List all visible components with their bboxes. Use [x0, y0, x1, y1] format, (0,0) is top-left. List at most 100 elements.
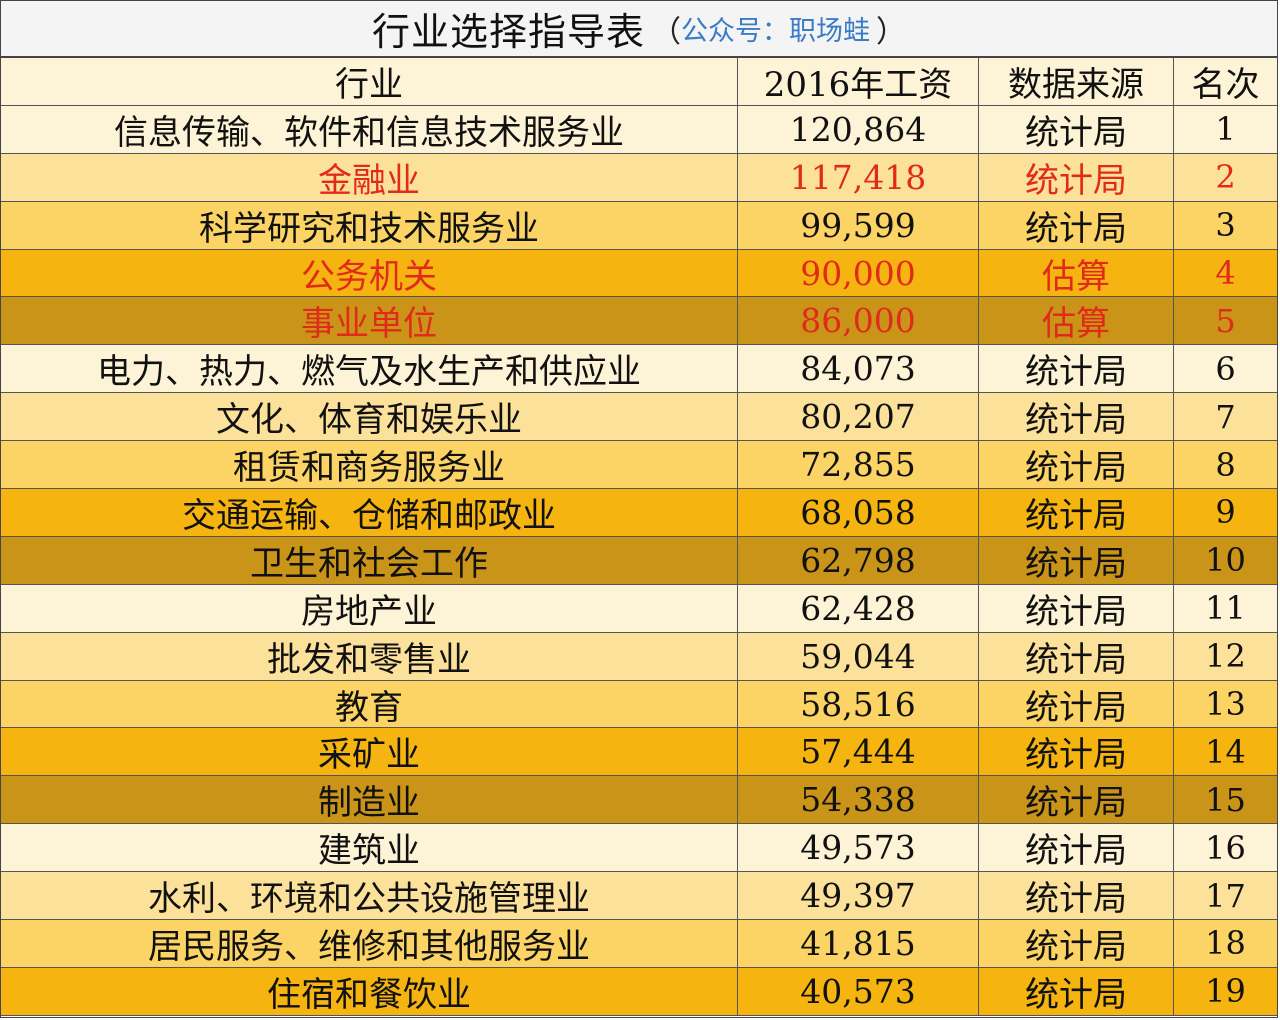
table-row: 房地产业 62,428 统计局 11 [1, 584, 1277, 633]
cell-source: 统计局 [979, 967, 1174, 1016]
cell-rank: 14 [1174, 728, 1277, 777]
cell-wage: 58,516 [738, 680, 979, 729]
table-row: 租赁和商务服务业 72,855 统计局 8 [1, 441, 1277, 490]
cell-rank: 16 [1174, 824, 1277, 873]
cell-wage: 117,418 [738, 153, 979, 202]
cell-industry: 住宿和餐饮业 [1, 967, 738, 1016]
cell-wage: 54,338 [738, 776, 979, 825]
cell-rank: 19 [1174, 968, 1277, 1016]
table-row: 批发和零售业 59,044 统计局 12 [1, 632, 1277, 681]
cell-rank: 10 [1174, 537, 1277, 585]
cell-wage: 49,397 [738, 872, 979, 921]
cell-source: 统计局 [979, 536, 1174, 585]
cell-wage: 57,444 [738, 728, 979, 777]
cell-rank: 8 [1174, 441, 1277, 490]
table-row: 制造业 54,338 统计局 15 [1, 776, 1277, 825]
cell-industry: 居民服务、维修和其他服务业 [1, 920, 738, 968]
table-row: 住宿和餐饮业 40,573 统计局 19 [1, 967, 1277, 1016]
header-wage: 2016年工资 [738, 58, 979, 106]
title-paren-open: （ [651, 14, 681, 50]
cell-rank: 15 [1174, 776, 1277, 825]
cell-source: 统计局 [979, 393, 1174, 442]
cell-wage: 62,428 [738, 584, 979, 633]
table-row: 建筑业 49,573 统计局 16 [1, 824, 1277, 873]
cell-source: 统计局 [979, 489, 1174, 537]
table-row: 信息传输、软件和信息技术服务业 120,864 统计局 1 [1, 105, 1277, 154]
cell-source: 统计局 [979, 632, 1174, 681]
cell-source: 统计局 [979, 776, 1174, 825]
cell-industry: 事业单位 [1, 297, 738, 346]
cell-rank: 11 [1174, 585, 1277, 633]
cell-industry: 公务机关 [1, 249, 738, 298]
cell-source: 估算 [979, 249, 1174, 298]
table-row: 公务机关 90,000 估算 4 [1, 249, 1277, 298]
cell-industry: 水利、环境和公共设施管理业 [1, 872, 738, 921]
cell-wage: 41,815 [738, 920, 979, 968]
cell-wage: 68,058 [738, 489, 979, 537]
cell-industry: 房地产业 [1, 584, 738, 633]
cell-industry: 交通运输、仓储和邮政业 [1, 489, 738, 537]
header-source: 数据来源 [979, 58, 1174, 106]
cell-rank: 17 [1174, 872, 1277, 921]
cell-wage: 62,798 [738, 536, 979, 585]
cell-industry: 教育 [1, 680, 738, 729]
cell-source: 统计局 [979, 824, 1174, 873]
cell-industry: 电力、热力、燃气及水生产和供应业 [1, 345, 738, 394]
cell-wage: 86,000 [738, 297, 979, 346]
title-sub: 公众号：职场蛙 [681, 16, 870, 47]
cell-source: 统计局 [979, 345, 1174, 394]
table-title: 行业选择指导表 （ 公众号：职场蛙 ） [1, 1, 1277, 58]
table-row: 水利、环境和公共设施管理业 49,397 统计局 17 [1, 872, 1277, 921]
table-row: 文化、体育和娱乐业 80,207 统计局 7 [1, 393, 1277, 442]
cell-wage: 120,864 [738, 105, 979, 154]
table-row: 采矿业 57,444 统计局 14 [1, 728, 1277, 777]
table-body: 信息传输、软件和信息技术服务业 120,864 统计局 1 金融业 117,418 统计局 2… [1, 105, 1277, 1016]
table-row: 卫生和社会工作 62,798 统计局 10 [1, 536, 1277, 585]
cell-source: 统计局 [979, 105, 1174, 154]
cell-industry: 金融业 [1, 153, 738, 202]
table-row: 事业单位 86,000 估算 5 [1, 297, 1277, 346]
cell-industry: 科学研究和技术服务业 [1, 201, 738, 250]
cell-rank: 4 [1174, 250, 1277, 298]
header-row: 行业 2016年工资 数据来源 名次 [1, 58, 1277, 106]
cell-industry: 信息传输、软件和信息技术服务业 [1, 105, 738, 154]
cell-source: 统计局 [979, 872, 1174, 921]
cell-source: 统计局 [979, 584, 1174, 633]
table-row: 电力、热力、燃气及水生产和供应业 84,073 统计局 6 [1, 345, 1277, 394]
cell-industry: 卫生和社会工作 [1, 536, 738, 585]
cell-source: 估算 [979, 297, 1174, 346]
cell-wage: 80,207 [738, 393, 979, 442]
header-rank: 名次 [1174, 58, 1277, 106]
cell-industry: 采矿业 [1, 728, 738, 777]
cell-source: 统计局 [979, 201, 1174, 250]
cell-rank: 6 [1174, 345, 1277, 394]
cell-industry: 批发和零售业 [1, 632, 738, 681]
title-paren-close: ） [876, 14, 906, 50]
cell-rank: 18 [1174, 920, 1277, 968]
cell-rank: 3 [1174, 202, 1277, 250]
title-main: 行业选择指导表 [371, 10, 645, 54]
cell-industry: 制造业 [1, 776, 738, 825]
table-row: 教育 58,516 统计局 13 [1, 680, 1277, 729]
cell-rank: 1 [1174, 106, 1277, 154]
table-row: 科学研究和技术服务业 99,599 统计局 3 [1, 201, 1277, 250]
cell-source: 统计局 [979, 153, 1174, 202]
cell-rank: 5 [1174, 297, 1277, 346]
header-industry: 行业 [1, 58, 738, 106]
cell-rank: 2 [1174, 154, 1277, 202]
cell-wage: 59,044 [738, 632, 979, 681]
cell-wage: 90,000 [738, 249, 979, 298]
table-row: 居民服务、维修和其他服务业 41,815 统计局 18 [1, 920, 1277, 968]
cell-rank: 12 [1174, 633, 1277, 681]
cell-industry: 建筑业 [1, 824, 738, 873]
table-row: 交通运输、仓储和邮政业 68,058 统计局 9 [1, 489, 1277, 537]
cell-rank: 13 [1174, 681, 1277, 729]
cell-rank: 9 [1174, 489, 1277, 537]
cell-wage: 72,855 [738, 441, 979, 490]
cell-wage: 49,573 [738, 824, 979, 873]
cell-rank: 7 [1174, 393, 1277, 442]
cell-source: 统计局 [979, 441, 1174, 490]
table-row: 金融业 117,418 统计局 2 [1, 153, 1277, 202]
cell-source: 统计局 [979, 920, 1174, 968]
